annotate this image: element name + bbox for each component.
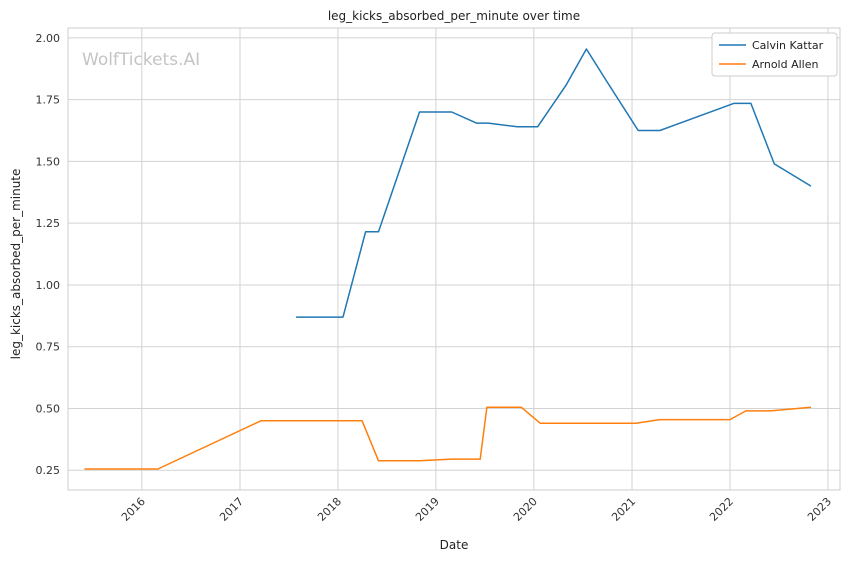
y-axis-title: leg_kicks_absorbed_per_minute	[9, 169, 23, 360]
y-tick-label: 0.50	[36, 402, 61, 415]
y-tick-label: 0.25	[36, 464, 61, 477]
legend-label-calvin-kattar: Calvin Kattar	[752, 39, 824, 52]
legend-label-arnold-allen: Arnold Allen	[752, 58, 818, 71]
plot-frame	[67, 27, 841, 491]
legend-box	[711, 32, 838, 77]
y-tick-label: 0.75	[36, 341, 61, 354]
series-line-arnold-allen	[84, 406, 812, 470]
legend: Calvin Kattar Arnold Allen	[711, 32, 838, 77]
y-tick-label: 2.00	[36, 32, 61, 45]
series-line-calvin-kattar	[296, 48, 812, 318]
grid	[68, 28, 840, 490]
y-tick-label: 1.75	[36, 94, 61, 107]
watermark-text: WolfTickets.AI	[82, 50, 200, 70]
y-tick-label: 1.25	[36, 217, 61, 230]
y-tick-label: 1.50	[36, 155, 61, 168]
chart-title: leg_kicks_absorbed_per_minute over time	[328, 9, 580, 23]
y-tick-label: 1.00	[36, 279, 61, 292]
series-lines	[84, 48, 812, 470]
x-axis-title: Date	[440, 538, 469, 552]
